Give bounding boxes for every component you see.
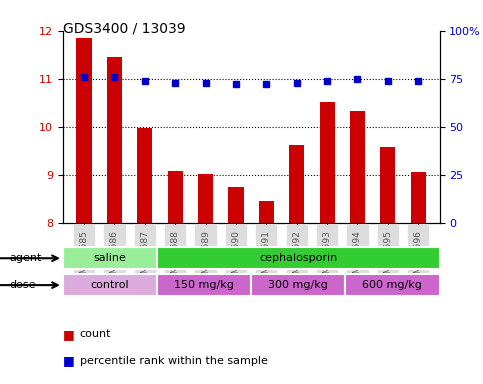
FancyBboxPatch shape bbox=[63, 274, 157, 296]
Bar bbox=[289, 145, 304, 223]
FancyBboxPatch shape bbox=[157, 274, 251, 296]
Bar bbox=[198, 174, 213, 223]
FancyBboxPatch shape bbox=[157, 247, 440, 270]
Text: control: control bbox=[91, 280, 129, 290]
Bar bbox=[320, 102, 335, 223]
Bar bbox=[228, 187, 243, 223]
Bar bbox=[259, 201, 274, 223]
FancyBboxPatch shape bbox=[63, 247, 157, 270]
Text: 150 mg/kg: 150 mg/kg bbox=[174, 280, 234, 290]
Bar bbox=[411, 172, 426, 223]
Text: count: count bbox=[80, 329, 111, 339]
FancyBboxPatch shape bbox=[345, 274, 440, 296]
Text: 300 mg/kg: 300 mg/kg bbox=[269, 280, 328, 290]
Bar bbox=[76, 38, 92, 223]
Text: ■: ■ bbox=[63, 354, 74, 367]
Bar bbox=[350, 111, 365, 223]
Text: agent: agent bbox=[10, 253, 42, 263]
Bar bbox=[137, 127, 153, 223]
Text: dose: dose bbox=[10, 280, 36, 290]
Text: percentile rank within the sample: percentile rank within the sample bbox=[80, 356, 268, 366]
Bar bbox=[107, 57, 122, 223]
Text: ■: ■ bbox=[63, 328, 74, 341]
Text: saline: saline bbox=[93, 253, 127, 263]
FancyBboxPatch shape bbox=[251, 274, 345, 296]
Bar bbox=[168, 171, 183, 223]
Text: 600 mg/kg: 600 mg/kg bbox=[363, 280, 422, 290]
Text: cephalosporin: cephalosporin bbox=[259, 253, 338, 263]
Text: GDS3400 / 13039: GDS3400 / 13039 bbox=[63, 21, 185, 35]
Bar bbox=[380, 147, 396, 223]
